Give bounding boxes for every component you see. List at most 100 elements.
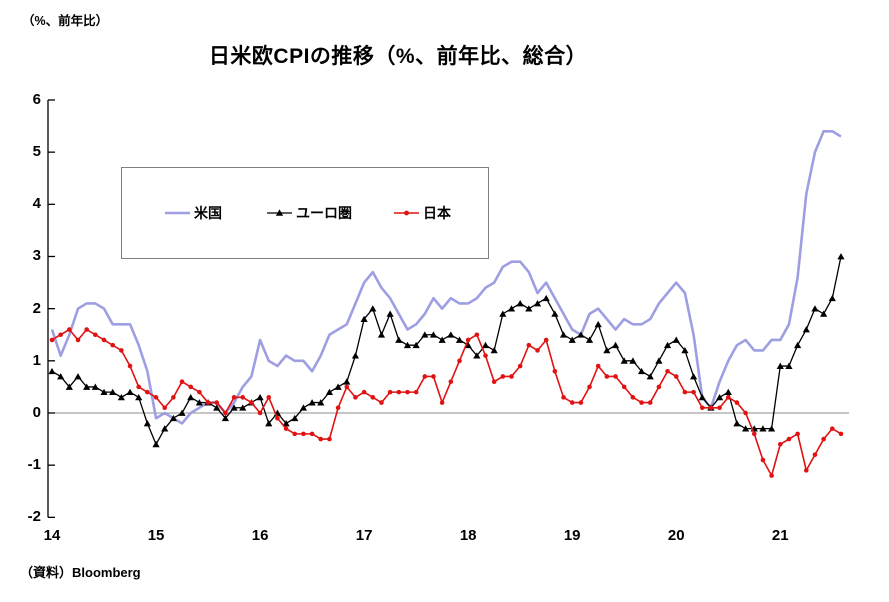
marker-japan bbox=[665, 368, 670, 374]
y-axis-tick-label: -2 bbox=[27, 508, 41, 526]
marker-japan bbox=[58, 332, 63, 338]
y-axis-tick-label: 1 bbox=[32, 351, 41, 369]
marker-euro bbox=[256, 393, 264, 401]
marker-euro bbox=[481, 341, 490, 349]
marker-euro bbox=[239, 404, 247, 411]
x-axis-tick-label: 14 bbox=[43, 527, 61, 544]
marker-japan bbox=[370, 395, 376, 400]
marker-euro bbox=[325, 388, 334, 396]
marker-japan bbox=[93, 332, 98, 338]
marker-euro bbox=[299, 404, 308, 411]
marker-japan bbox=[439, 400, 445, 405]
marker-japan bbox=[136, 384, 141, 390]
marker-japan bbox=[483, 353, 488, 358]
marker-japan bbox=[578, 400, 584, 405]
marker-japan bbox=[257, 410, 263, 416]
marker-euro bbox=[421, 331, 429, 338]
x-axis-tick-label: 18 bbox=[459, 527, 477, 544]
marker-japan bbox=[725, 395, 731, 400]
marker-euro bbox=[412, 341, 420, 349]
marker-euro bbox=[811, 305, 819, 312]
marker-japan bbox=[431, 374, 436, 379]
marker-japan bbox=[604, 374, 610, 379]
marker-japan bbox=[821, 436, 826, 442]
marker-japan bbox=[344, 384, 350, 390]
marker-japan bbox=[145, 389, 150, 395]
marker-japan bbox=[67, 327, 72, 332]
marker-euro bbox=[447, 331, 455, 338]
marker-japan bbox=[119, 348, 124, 353]
marker-euro bbox=[377, 331, 386, 338]
marker-japan bbox=[743, 410, 748, 416]
marker-japan bbox=[266, 395, 272, 400]
marker-euro bbox=[91, 383, 99, 390]
marker-euro bbox=[559, 331, 568, 338]
marker-euro bbox=[57, 373, 65, 380]
marker-japan bbox=[639, 400, 644, 405]
marker-japan bbox=[197, 389, 202, 395]
marker-japan bbox=[396, 389, 402, 395]
marker-japan bbox=[647, 400, 653, 405]
marker-euro bbox=[473, 352, 481, 359]
marker-japan bbox=[561, 395, 566, 400]
marker-japan bbox=[110, 342, 115, 348]
marker-japan bbox=[595, 363, 601, 369]
marker-euro bbox=[195, 399, 203, 406]
marker-euro bbox=[291, 414, 299, 422]
marker-euro bbox=[403, 341, 412, 349]
marker-japan bbox=[613, 374, 618, 379]
marker-euro bbox=[768, 425, 776, 432]
marker-euro bbox=[568, 336, 576, 343]
chart-title: 日米欧CPIの推移（%、前年比、総合） bbox=[208, 45, 588, 68]
marker-japan bbox=[587, 384, 592, 390]
marker-euro bbox=[343, 378, 351, 385]
legend-item-euro: ユーロ圏 bbox=[266, 168, 352, 258]
marker-japan bbox=[413, 389, 419, 395]
marker-euro bbox=[507, 305, 516, 312]
marker-japan bbox=[457, 358, 462, 364]
marker-euro bbox=[681, 346, 689, 354]
marker-euro bbox=[100, 388, 108, 396]
marker-euro bbox=[282, 420, 290, 427]
marker-euro bbox=[759, 425, 767, 432]
legend-item-japan: 日本 bbox=[393, 168, 451, 258]
marker-japan bbox=[830, 426, 835, 431]
marker-euro bbox=[265, 420, 273, 427]
marker-euro bbox=[776, 362, 784, 369]
japan-line-sample bbox=[394, 210, 419, 216]
marker-euro bbox=[386, 310, 394, 317]
marker-japan bbox=[543, 337, 549, 343]
marker-euro bbox=[308, 399, 316, 406]
marker-japan bbox=[127, 363, 133, 369]
marker-japan bbox=[205, 400, 211, 405]
marker-japan bbox=[517, 363, 523, 369]
marker-euro bbox=[603, 346, 611, 354]
marker-japan bbox=[361, 389, 367, 395]
marker-japan bbox=[448, 379, 454, 384]
marker-japan bbox=[214, 400, 220, 405]
marker-euro bbox=[542, 294, 550, 302]
marker-euro bbox=[646, 373, 654, 380]
marker-japan bbox=[569, 400, 575, 405]
marker-euro bbox=[551, 310, 559, 317]
marker-japan bbox=[734, 400, 740, 405]
marker-euro bbox=[620, 357, 628, 364]
marker-japan bbox=[526, 342, 532, 348]
marker-euro bbox=[126, 388, 134, 396]
marker-japan bbox=[535, 348, 540, 353]
marker-euro bbox=[143, 420, 151, 427]
marker-euro bbox=[187, 393, 195, 401]
marker-euro bbox=[464, 341, 472, 349]
marker-japan bbox=[422, 374, 428, 379]
legend-item-us: 米国 bbox=[164, 168, 222, 258]
marker-euro bbox=[611, 341, 620, 349]
euro-line-sample bbox=[267, 209, 292, 216]
marker-japan bbox=[223, 410, 228, 416]
marker-euro bbox=[230, 404, 238, 411]
marker-japan bbox=[682, 389, 688, 395]
marker-japan bbox=[153, 395, 159, 400]
marker-japan bbox=[500, 374, 506, 379]
marker-japan bbox=[708, 405, 714, 411]
marker-euro bbox=[724, 388, 732, 396]
